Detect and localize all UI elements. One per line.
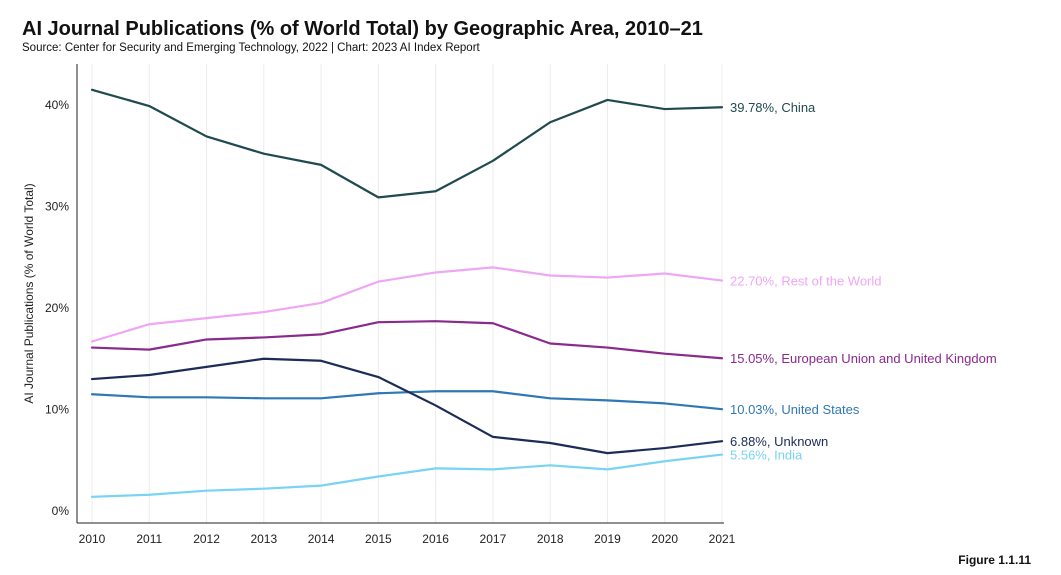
x-tick-label: 2021 [709,532,736,546]
series-end-label-unknown: 6.88%, Unknown [730,434,828,449]
chart-title: AI Journal Publications (% of World Tota… [22,18,703,40]
y-tick-label: 40% [45,98,69,112]
x-tick-label: 2013 [250,532,277,546]
x-tick-label: 2014 [308,532,335,546]
x-tick-label: 2018 [537,532,564,546]
chart-subtitle: Source: Center for Security and Emerging… [22,42,480,54]
series-end-label-united-states: 10.03%, United States [730,402,860,417]
y-tick-label: 0% [52,504,70,518]
y-tick-label: 10% [45,403,69,417]
series-end-label-european-union-and-united-kingdom: 15.05%, European Union and United Kingdo… [730,351,997,366]
series-line-united-states [90,390,724,411]
series-line-unknown [90,357,724,455]
x-tick-label: 2011 [136,532,162,546]
x-tick-label: 2012 [193,532,220,546]
series-end-label-rest-of-the-world: 22.70%, Rest of the World [730,274,882,289]
x-tick-label: 2010 [79,532,106,546]
x-tick-label: 2016 [422,532,449,546]
series-line-european-union-and-united-kingdom [90,320,724,360]
x-tick-label: 2017 [480,532,507,546]
x-tick-label: 2020 [651,532,678,546]
x-tick-label: 2015 [365,532,392,546]
y-tick-label: 20% [45,301,69,315]
series-line-rest-of-the-world [90,266,724,343]
series-line-india [90,453,724,498]
series-end-label-india: 5.56%, India [730,448,803,463]
series-end-label-china: 39.78%, China [730,100,816,115]
y-axis-label: AI Journal Publications (% of World Tota… [22,183,36,403]
figure-label: Figure 1.1.11 [958,553,1031,567]
x-tick-label: 2019 [594,532,621,546]
y-tick-label: 30% [45,200,69,214]
series-line-china [90,88,724,199]
